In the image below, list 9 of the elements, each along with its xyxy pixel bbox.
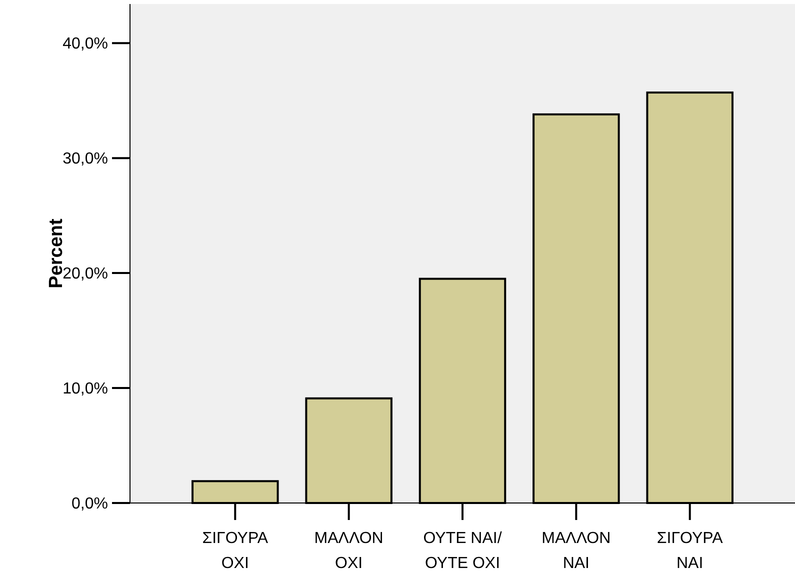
y-tick-label: 40,0% [62,36,108,53]
x-tick-label: ΟΥΤΕ ΝΑΙ/ ΟΥΤΕ ΟΧΙ [423,530,502,572]
x-tick-label: ΜΑΛΛΟΝ ΝΑΙ [542,530,611,572]
x-tick-label: ΣΙΓΟΥΡΑ ΟΧΙ [202,530,268,572]
y-tick-label: 10,0% [62,380,108,398]
y-tick-label: 30,0% [62,150,108,168]
x-tick-label: ΜΑΛΛΟΝ ΟΧΙ [314,530,384,572]
y-tick-label: 0,0% [72,496,108,513]
x-tick-label: ΣΙΓΟΥΡΑ ΝΑΙ [656,530,724,572]
